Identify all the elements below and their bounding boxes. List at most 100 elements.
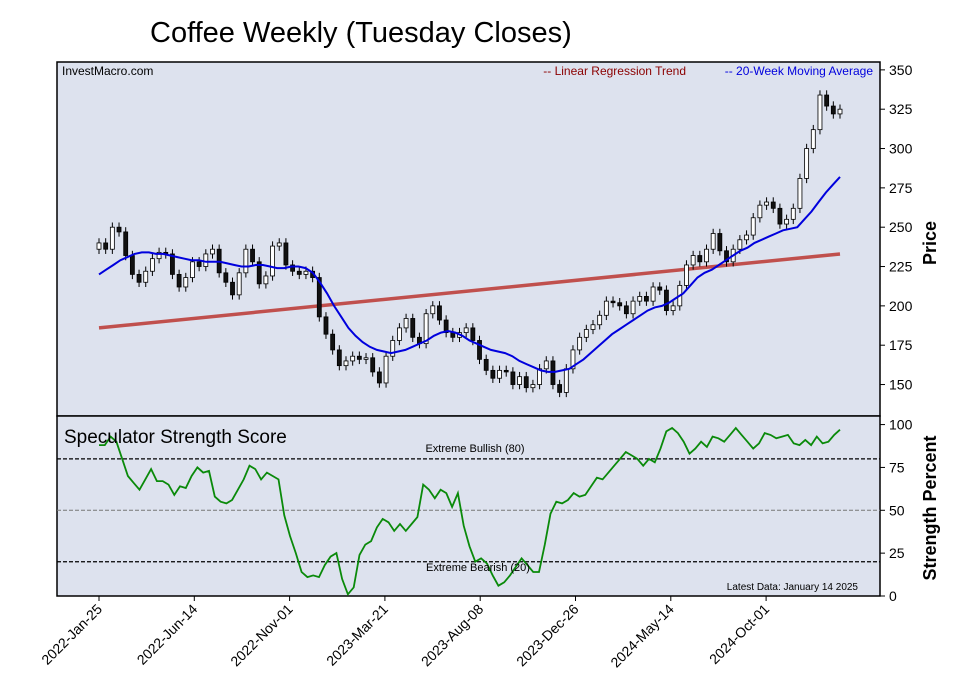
candle <box>577 332 583 355</box>
price-tick-label: 175 <box>889 337 913 353</box>
candle-body <box>203 253 209 267</box>
strength-y-axis-ticks: 0 25 50 75 100 <box>880 417 913 604</box>
candle-body <box>770 201 776 209</box>
candle-body <box>810 129 816 149</box>
candle-body <box>270 245 275 277</box>
candle-body <box>497 369 502 379</box>
candle-body <box>143 270 149 283</box>
candle <box>283 238 289 270</box>
candle <box>523 371 529 393</box>
candle <box>323 312 329 339</box>
candle-body <box>283 242 289 266</box>
candle <box>223 268 229 287</box>
candle <box>670 301 676 316</box>
candle-body <box>570 349 576 370</box>
candle-body <box>276 242 282 247</box>
chart-title: Coffee Weekly (Tuesday Closes) <box>150 17 572 49</box>
candle-body <box>236 272 242 296</box>
candle <box>150 253 155 276</box>
candle-body <box>103 242 109 250</box>
candle <box>710 228 716 254</box>
x-tick-label: 2024-May-14 <box>607 601 677 671</box>
candle-body <box>710 233 716 250</box>
candle-body <box>804 148 810 179</box>
candle-body <box>777 207 783 225</box>
candle <box>704 244 709 267</box>
candle-body <box>503 369 509 373</box>
price-tick-label: 350 <box>889 62 913 78</box>
candle-body <box>343 360 349 367</box>
candle-body <box>336 349 342 367</box>
candle-body <box>477 340 482 360</box>
candle-body <box>410 318 416 338</box>
candle <box>270 241 275 281</box>
candle <box>350 351 356 366</box>
candle <box>804 143 810 184</box>
candle-body <box>817 94 823 131</box>
candle-body <box>757 204 763 219</box>
candle <box>610 296 616 308</box>
price-tick-label: 150 <box>889 377 913 393</box>
candle <box>630 296 636 319</box>
candle-body <box>323 316 329 335</box>
candle <box>837 104 843 119</box>
candle-body <box>650 286 656 302</box>
strength-tick-label: 50 <box>889 502 905 518</box>
candle-body <box>797 178 803 209</box>
candle-body <box>490 369 496 379</box>
price-panel-background <box>56 61 881 417</box>
candle-body <box>250 248 255 263</box>
candle <box>603 296 609 321</box>
candle <box>617 298 623 311</box>
candle-body <box>223 272 229 283</box>
candle <box>263 271 269 289</box>
candle-body <box>724 250 729 263</box>
candle <box>797 173 803 214</box>
candle-body <box>150 258 155 272</box>
candle <box>116 222 122 237</box>
candle <box>717 228 723 256</box>
candle-body <box>684 264 689 286</box>
candle-body <box>824 94 830 107</box>
x-tick-label: 2023-Aug-08 <box>418 601 487 670</box>
price-tick-label: 200 <box>889 298 913 314</box>
candle-body <box>430 305 436 315</box>
candle <box>370 353 376 377</box>
candle <box>817 90 823 135</box>
candle <box>403 313 409 333</box>
candle <box>363 353 369 365</box>
candle <box>684 260 689 291</box>
moving-average-line <box>98 176 841 373</box>
candle-body <box>750 217 756 236</box>
candle <box>517 371 522 390</box>
candle <box>250 244 255 267</box>
price-tick-label: 275 <box>889 180 913 196</box>
candle <box>644 291 649 306</box>
x-axis-ticks: 2022-Jan-25 2022-Jun-14 2022-Nov-01 2023-Ma… <box>38 596 772 670</box>
candle-body <box>603 300 609 316</box>
candle <box>376 367 382 388</box>
candle <box>810 124 816 154</box>
strength-panel-background <box>56 415 881 597</box>
candle <box>430 301 436 319</box>
candle-body <box>210 248 215 255</box>
candle <box>96 238 102 254</box>
candle-body <box>330 333 336 351</box>
candle-body <box>704 248 709 263</box>
candle <box>490 365 496 383</box>
candle-body <box>630 300 636 315</box>
candle-body <box>737 239 743 250</box>
strength-gridlines <box>57 458 880 563</box>
candle-body <box>563 368 569 393</box>
candle-body <box>510 371 516 385</box>
candle <box>570 345 576 374</box>
x-tick-label: 2022-Jan-25 <box>38 601 105 668</box>
candle <box>583 324 589 343</box>
candle-body <box>523 376 529 389</box>
candle <box>390 335 396 361</box>
candle <box>109 222 115 254</box>
price-axis-label: Price <box>920 221 940 265</box>
candle-body <box>376 371 382 384</box>
candle-body <box>543 360 549 370</box>
candle <box>296 266 302 280</box>
